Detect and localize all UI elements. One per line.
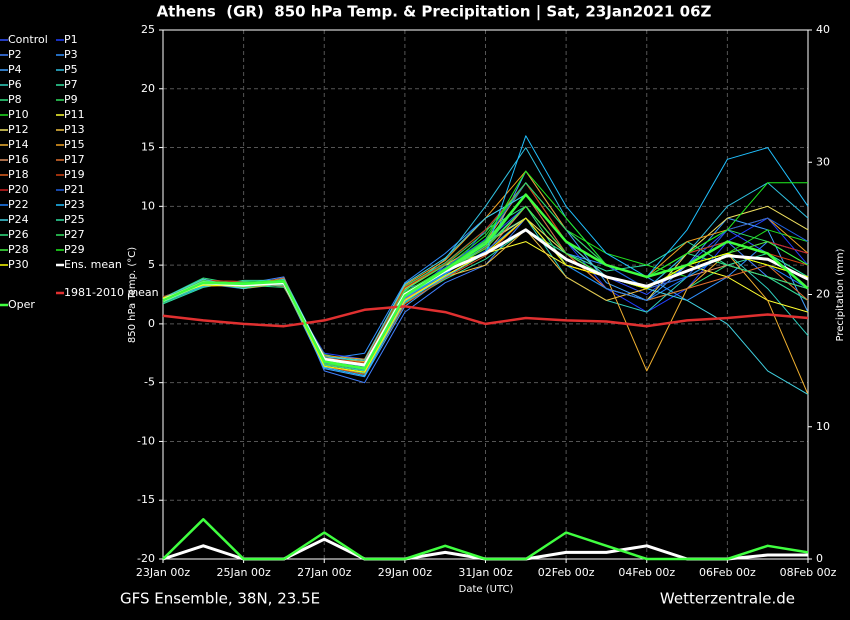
y2-tick-label: 20 (816, 288, 830, 301)
legend-label: P2 (8, 48, 22, 61)
temp-line (162, 193, 809, 370)
legend-label: 1981-2010 mean (64, 286, 159, 299)
y-tick-label: -5 (144, 376, 155, 389)
legend-label: P9 (64, 93, 78, 106)
temp-line (162, 305, 809, 328)
y-tick-label: 5 (148, 258, 155, 271)
legend-label: Control (8, 33, 48, 46)
y-tick-label: -10 (137, 434, 155, 447)
legend-label: P3 (64, 48, 78, 61)
y-axis-label: 850 hPa Temp. (°C) (127, 247, 138, 343)
legend-label: P30 (8, 258, 29, 271)
legend-label: P4 (8, 63, 22, 76)
x-tick-label: 08Feb 00z (780, 566, 837, 579)
legend-label: P29 (64, 243, 85, 256)
y2-tick-label: 10 (816, 420, 830, 433)
y2-axis-label: Precipitation (mm) (835, 248, 846, 341)
x-axis-label: Date (UTC) (459, 584, 514, 595)
legend-label: P13 (64, 123, 85, 136)
legend-label: P25 (64, 213, 85, 226)
legend-label: P8 (8, 93, 22, 106)
x-tick-label: 04Feb 00z (618, 566, 675, 579)
x-tick-label: 27Jan 00z (297, 566, 351, 579)
legend-label: P26 (8, 228, 29, 241)
legend-label: P23 (64, 198, 85, 211)
legend-label: Ens. mean (64, 258, 122, 271)
y-tick-label: 20 (141, 82, 155, 95)
legend-label: P17 (64, 153, 85, 166)
x-tick-label: 25Jan 00z (217, 566, 271, 579)
y-tick-label: 15 (141, 141, 155, 154)
legend-label: P5 (64, 63, 78, 76)
legend-label: P20 (8, 183, 29, 196)
footer-right: Wetterzentrale.de (660, 590, 795, 608)
legend-label: P14 (8, 138, 29, 151)
legend-label: P16 (8, 153, 29, 166)
legend-label: P6 (8, 78, 22, 91)
y-tick-label: 0 (148, 317, 155, 330)
legend-label: P7 (64, 78, 78, 91)
x-tick-label: 29Jan 00z (378, 566, 432, 579)
precip-line (162, 518, 809, 561)
y2-tick-label: 30 (816, 155, 830, 168)
y-tick-label: -20 (137, 552, 155, 565)
x-tick-label: 23Jan 00z (136, 566, 190, 579)
chart-title: Athens (GR) 850 hPa Temp. & Precipitatio… (157, 3, 712, 22)
legend-label: Oper (8, 298, 35, 311)
x-tick-label: 06Feb 00z (699, 566, 756, 579)
y2-tick-label: 40 (816, 23, 830, 36)
x-tick-label: 31Jan 00z (458, 566, 512, 579)
y2-tick-label: 0 (816, 552, 823, 565)
x-tick-label: 02Feb 00z (538, 566, 595, 579)
legend-label: P22 (8, 198, 29, 211)
legend-label: P10 (8, 108, 29, 121)
legend-label: P24 (8, 213, 29, 226)
legend-label: P27 (64, 228, 85, 241)
legend-label: P1 (64, 33, 78, 46)
legend-label: P19 (64, 168, 85, 181)
legend-label: P12 (8, 123, 29, 136)
legend-label: P28 (8, 243, 29, 256)
footer-left: GFS Ensemble, 38N, 23.5E (120, 590, 320, 608)
legend-label: P11 (64, 108, 85, 121)
y-tick-label: -15 (137, 493, 155, 506)
legend-label: P18 (8, 168, 29, 181)
legend-label: P15 (64, 138, 85, 151)
legend-label: P21 (64, 183, 85, 196)
y-tick-label: 25 (141, 23, 155, 36)
y-tick-label: 10 (141, 199, 155, 212)
